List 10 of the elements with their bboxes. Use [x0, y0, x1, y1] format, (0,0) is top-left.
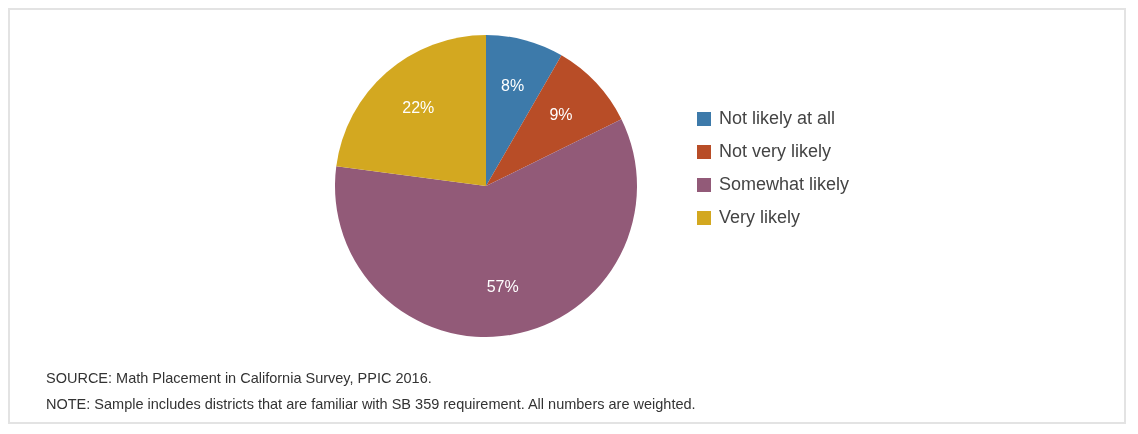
data-label: 8% — [501, 77, 525, 95]
source-note: SOURCE: Math Placement in California Survey, PPIC 2016. — [46, 370, 433, 388]
data-label: 9% — [549, 106, 573, 124]
legend-label: Not very likely — [718, 140, 833, 163]
text: NOTE: Sample includes districts that are familiar with SB 359 requirement. All numbers are weighted. — [46, 396, 696, 414]
legend-label: Somewhat likely — [718, 173, 850, 196]
legend-label: Not likely at all — [718, 107, 837, 130]
legend-label: Very likely — [718, 206, 802, 229]
data-label: 22% — [402, 99, 435, 117]
data-label: 57% — [486, 277, 519, 295]
